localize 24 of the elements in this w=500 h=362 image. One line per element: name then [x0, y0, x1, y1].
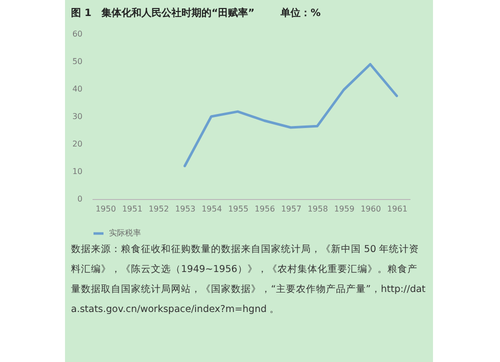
line-series: [184, 63, 398, 168]
x-tick-label: 1959: [334, 204, 354, 214]
x-tick-label: 1958: [308, 204, 328, 214]
y-tick-label: 60: [72, 30, 82, 38]
legend-label: 实际税率: [109, 228, 141, 238]
y-tick-label: 10: [72, 167, 82, 176]
x-tick-label: 1954: [202, 204, 222, 214]
x-tick-label: 1961: [387, 204, 408, 214]
x-tick-label: 1952: [148, 204, 169, 214]
x-tick-label: 1956: [254, 204, 275, 214]
y-tick-label: 0: [77, 194, 82, 204]
x-tick-label: 1957: [281, 204, 302, 214]
x-tick-label: 1951: [122, 204, 142, 214]
source-note: 数据来源：粮食征收和征购数量的数据来自国家统计局，《新中国 50 年统计资料汇编》，《陈云文选（1949~1956）》，《农村集体化重要汇编》。粮食产量数据取自国家统计局网站，《国家数据》，“主要农作物产品产量”，http://data.stats.gov.cn/workspace/index?m=hgnd 。: [71, 243, 427, 317]
chart-subtitle: 单位：%: [280, 8, 321, 19]
x-tick-label: 1953: [175, 204, 196, 214]
y-tick-label: 20: [72, 140, 82, 148]
y-tick-label: 50: [72, 57, 82, 66]
y-tick-label: 30: [72, 112, 82, 121]
x-tick-label: 1960: [360, 204, 381, 214]
chart-title: 图 1 集体化和人民公社时期的“田赋率”: [71, 8, 255, 19]
y-tick-label: 40: [72, 84, 82, 94]
x-tick-label: 1950: [96, 204, 116, 214]
x-tick-label: 1955: [228, 204, 248, 214]
